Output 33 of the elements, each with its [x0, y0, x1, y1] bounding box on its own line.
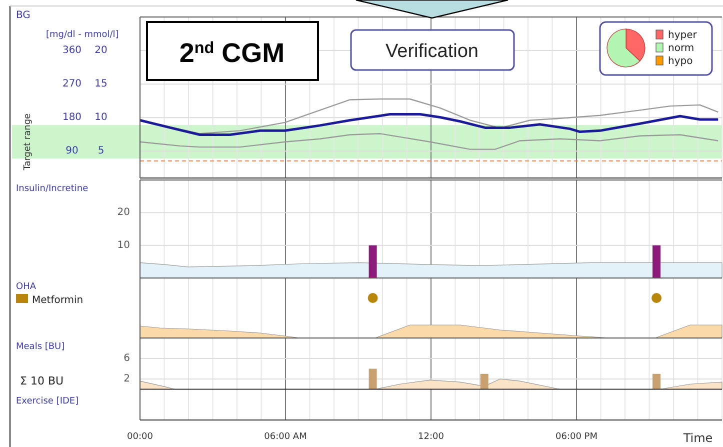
y-tick-label: 180	[62, 112, 82, 124]
text: Exercise [IDE]	[16, 396, 79, 406]
y-axis-title: Insulin/Incretine	[16, 184, 89, 194]
y-axis-title: Meals [BU]	[16, 342, 65, 352]
text: BG	[16, 10, 30, 21]
line-series	[138, 113, 720, 136]
text: Σ 10 BU	[20, 374, 64, 388]
y2-tick-label: 5	[98, 146, 104, 157]
x-axis-title: Time	[682, 431, 713, 445]
legend-label: norm	[668, 43, 694, 54]
legend-label: hypo	[668, 56, 693, 67]
band-label: Target range	[23, 112, 33, 172]
x-tick-label: 00:00	[127, 432, 154, 442]
y2-tick-label: 15	[94, 78, 108, 90]
annotation: 2$^{nd}$ CGM	[179, 38, 285, 68]
y-axis-title: [mg/dl - mmol/l]	[46, 30, 119, 40]
legend-label: hyper	[668, 30, 698, 41]
y-tick-label: 10	[117, 240, 130, 251]
y-tick-label: 360	[62, 45, 82, 56]
y-tick-label: 2	[124, 374, 130, 384]
x-tick-label: 12:00	[418, 432, 444, 442]
x-tick-label: 06:00 AM	[264, 432, 307, 442]
annotation: Verification	[386, 41, 478, 62]
y-tick-label: 90	[66, 146, 78, 157]
y-tick-label: 6	[124, 353, 130, 364]
x-tick-label: 06:00 PM	[556, 432, 598, 442]
y-axis-title: OHA	[16, 282, 37, 292]
y-tick-label: 20	[117, 207, 130, 218]
legend-label: Metformin	[32, 295, 84, 306]
y-tick-label: 270	[62, 78, 82, 90]
y2-tick-label: 20	[94, 45, 108, 56]
line-series	[139, 133, 719, 150]
y2-tick-label: 10	[94, 112, 108, 124]
